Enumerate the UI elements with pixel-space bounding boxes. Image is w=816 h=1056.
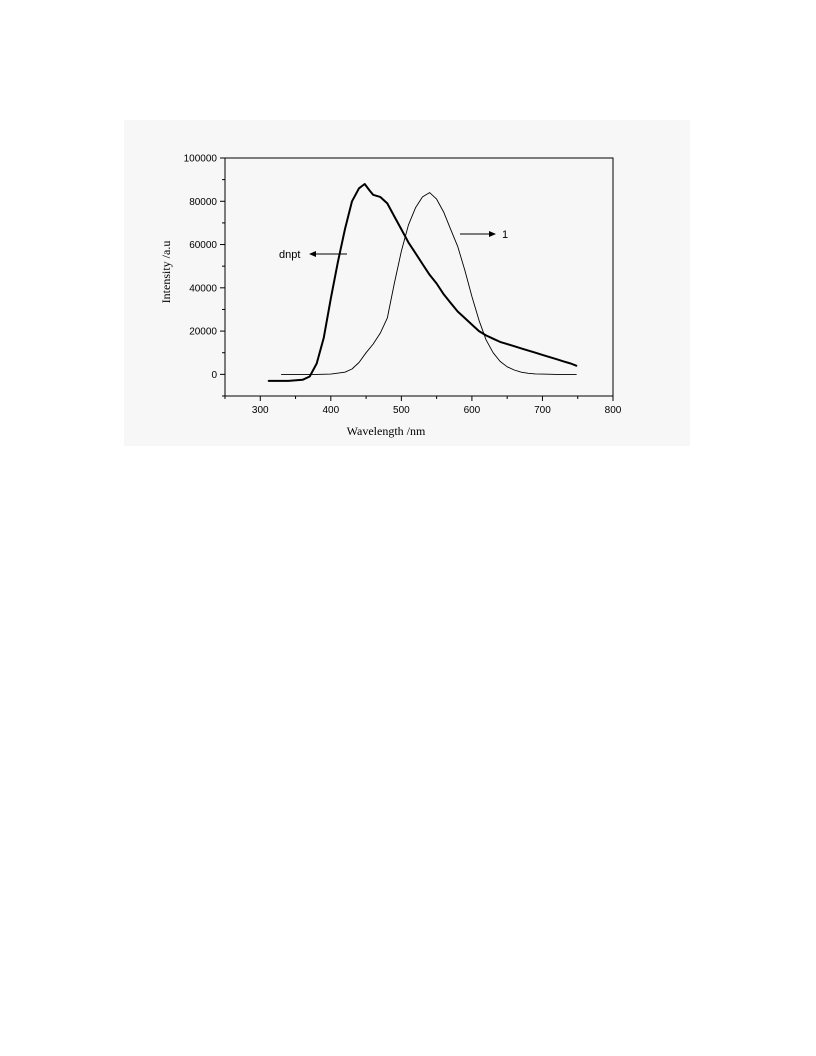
axes-layer: 300 400 500 600 700 800 0 20000 40000 60000 80000 1… — [184, 154, 622, 417]
x-tick-label: 700 — [534, 405, 551, 416]
x-tick-label: 400 — [322, 405, 339, 416]
y-tick-label: 20000 — [189, 327, 217, 338]
plot-frame — [224, 157, 614, 397]
annotation-layer: dnpt 1 — [279, 229, 508, 261]
dnpt-label: dnpt — [279, 249, 300, 261]
x-tick-label: 500 — [393, 405, 410, 416]
x-tick-label: 300 — [252, 405, 269, 416]
x-axis-title: Wavelength /nm — [347, 424, 426, 438]
y-tick-label: 100000 — [184, 154, 218, 165]
y-axis-title: Intensity /a.u — [159, 241, 173, 304]
chart-svg: 300 400 500 600 700 800 0 20000 40000 60000 80000 1… — [159, 154, 622, 439]
series-1-label: 1 — [502, 229, 508, 241]
y-tick-label: 40000 — [189, 283, 217, 294]
chart-figure: 300 400 500 600 700 800 0 20000 40000 60000 80000 1… — [124, 120, 690, 446]
y-tick-label: 0 — [211, 370, 217, 381]
series-line-dnpt — [267, 183, 578, 382]
series-1-arrowhead — [489, 231, 496, 237]
y-tick-label: 60000 — [189, 240, 217, 251]
dnpt-arrowhead — [309, 251, 316, 257]
series-layer — [267, 183, 578, 382]
x-tick-label: 600 — [464, 405, 481, 416]
x-tick-label: 800 — [605, 405, 622, 416]
y-tick-label: 80000 — [189, 197, 217, 208]
series-line-1 — [280, 192, 577, 375]
